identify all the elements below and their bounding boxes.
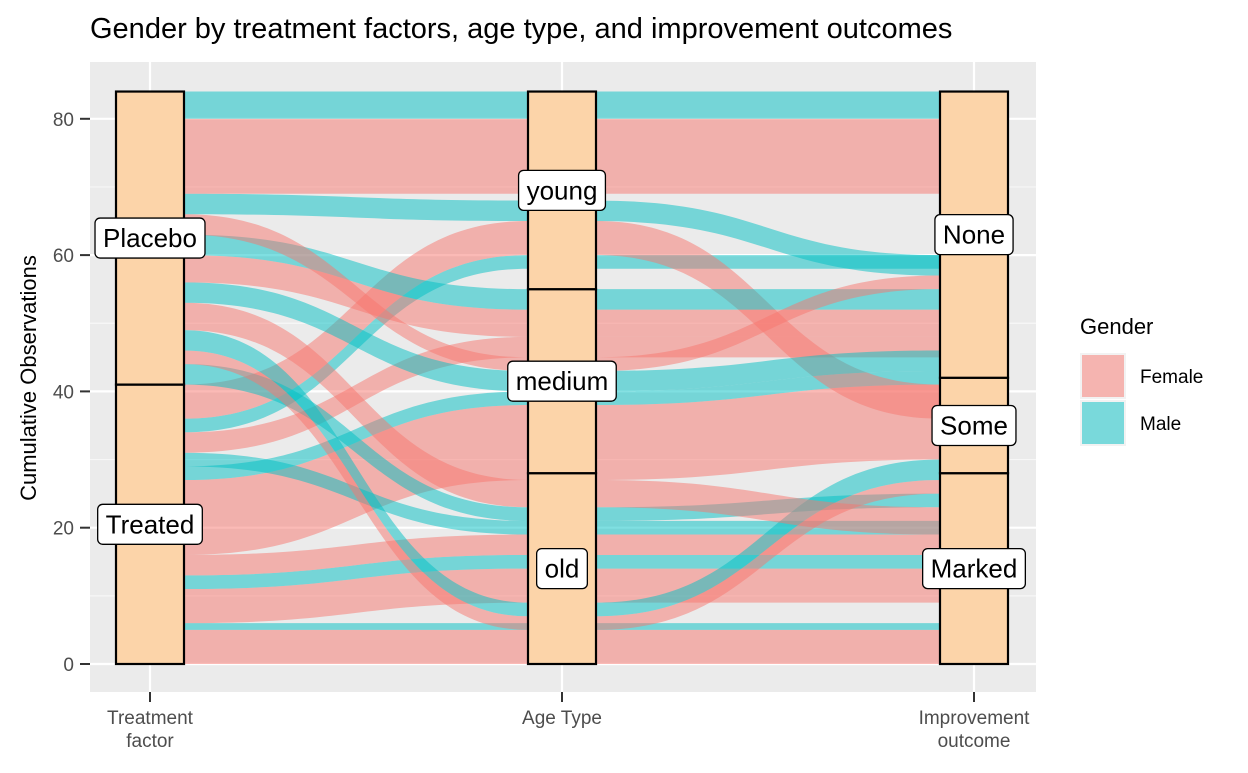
- stratum-label-box: [517, 169, 607, 212]
- stratum-axis-1: [114, 90, 186, 666]
- flow-female: [116, 336, 1008, 453]
- stratum-label-text: young: [527, 175, 598, 205]
- stratum-label-box: [507, 360, 617, 402]
- stratum-label-box: [921, 547, 1027, 590]
- legend-label: Male: [1140, 414, 1181, 435]
- stratum-label-text: Placebo: [103, 223, 197, 253]
- flow-male: [116, 364, 1008, 521]
- stratum-label-text: medium: [516, 366, 608, 396]
- y-tick-label: 80: [53, 110, 74, 131]
- chart-title: Gender by treatment factors, age type, a…: [90, 13, 952, 45]
- flow-male: [116, 234, 1008, 310]
- stratum-label-box: [94, 217, 206, 259]
- legend-key-female: [1082, 355, 1124, 397]
- x-tick-label-line: Improvement: [919, 708, 1031, 729]
- x-tick-label: Age Type: [522, 708, 602, 729]
- flow-male: [116, 282, 1008, 392]
- y-tick-label: 40: [53, 382, 74, 403]
- x-tick-label: Improvement outcome: [919, 708, 1031, 752]
- legend-title: Gender: [1080, 314, 1153, 339]
- x-tick-label-line: outcome: [938, 731, 1011, 752]
- legend-key-male: [1082, 402, 1124, 444]
- stratum-label-box: [535, 547, 589, 590]
- stratum-label-box: [934, 214, 1014, 256]
- stratum-label: None: [934, 214, 1014, 256]
- stratum-label: young: [517, 169, 607, 212]
- stratum-label: Some: [931, 404, 1017, 447]
- stratum-label: Placebo: [94, 217, 206, 259]
- y-axis-title: Cumulative Observations: [16, 255, 41, 501]
- stratum-label-box: [931, 404, 1017, 447]
- stratum-label: old: [535, 547, 589, 590]
- stratum-label-box: [97, 503, 203, 545]
- x-tick-label-line: Age Type: [522, 708, 602, 729]
- y-tick-label: 20: [53, 519, 74, 540]
- flow-female: [116, 221, 1008, 419]
- stratum-label-text: Marked: [931, 554, 1018, 584]
- y-tick-label: 0: [63, 655, 74, 676]
- y-tick-label: 60: [53, 246, 74, 267]
- x-tick-label: Treatment factor: [107, 708, 194, 752]
- x-tick-label-line: factor: [126, 731, 174, 752]
- stratum-label: medium: [507, 360, 617, 402]
- stratum-label: Treated: [97, 503, 203, 545]
- stratum-label-text: Treated: [106, 509, 195, 539]
- flow-male: [116, 193, 1008, 276]
- flow-male: [116, 554, 1008, 590]
- x-tick-label-line: Treatment: [107, 708, 194, 729]
- stratum-label-text: None: [943, 220, 1005, 250]
- stratum-label: Marked: [921, 547, 1027, 590]
- stratum-label-text: Some: [940, 410, 1008, 440]
- legend-label: Female: [1140, 367, 1203, 388]
- stratum-label-text: old: [545, 554, 580, 584]
